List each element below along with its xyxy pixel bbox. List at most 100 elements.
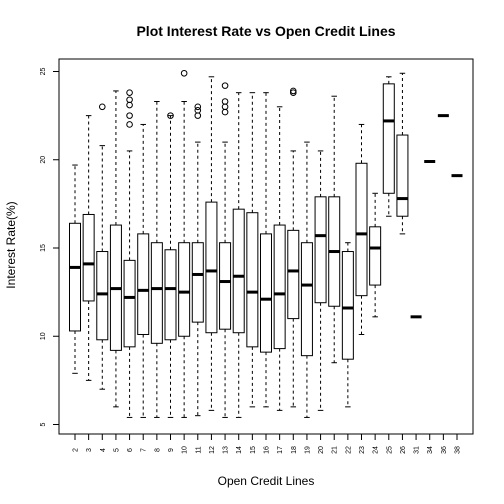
box-iqr [341, 251, 354, 360]
box-22 [341, 242, 354, 408]
x-tick-label: 6 [127, 448, 134, 452]
x-tick-label: 22 [345, 446, 352, 454]
outlier-point [98, 103, 106, 111]
outlier-point [221, 98, 229, 105]
x-tick-label: 36 [441, 446, 448, 454]
box-iqr [191, 242, 204, 323]
x-tick-label: 21 [332, 446, 339, 454]
box-9 [164, 112, 177, 418]
box-iqr [82, 213, 95, 302]
chart-title: Plot Interest Rate vs Open Credit Lines [136, 23, 395, 39]
x-tick-label: 38 [455, 446, 462, 454]
x-tick-label: 26 [400, 446, 407, 454]
x-tick-label: 5 [113, 448, 120, 452]
x-tick-label: 12 [209, 446, 216, 454]
box-26 [396, 72, 409, 235]
x-tick-label: 8 [154, 448, 161, 452]
x-tick-label: 20 [318, 446, 325, 454]
y-tick-label: 15 [40, 244, 47, 252]
x-tick-label: 11 [195, 446, 202, 453]
box-20 [314, 150, 327, 411]
outlier-point [194, 103, 202, 111]
x-tick-label: 19 [304, 446, 311, 454]
box-3 [82, 115, 95, 381]
box-iqr [205, 201, 218, 334]
x-tick-label: 31 [414, 446, 421, 454]
x-axis: 2 3 4 5 6 7 8 9 10 11 12 13 14 15 16 17 18 19 20 21 22 23 24 25… [73, 433, 462, 454]
x-tick-label: 2 [73, 448, 80, 452]
outlier-point [126, 96, 133, 104]
box-iqr [369, 226, 382, 286]
box-12 [205, 76, 218, 411]
outlier-point [221, 82, 229, 89]
box-iqr [300, 242, 313, 357]
outlier-point [126, 121, 133, 128]
y-tick-label: 5 [40, 422, 47, 426]
box-iqr [314, 196, 327, 304]
box-24 [369, 192, 382, 318]
box-iqr [150, 242, 163, 344]
x-tick-label: 17 [277, 446, 284, 454]
y-tick-label: 20 [40, 156, 47, 164]
outlier-point [126, 101, 133, 109]
box-10 [178, 69, 191, 418]
box-iqr [232, 208, 245, 334]
x-tick-label: 34 [427, 446, 434, 454]
outlier-point [194, 107, 202, 114]
x-tick-label: 4 [100, 448, 107, 452]
box-18 [287, 87, 300, 408]
outlier-point [180, 69, 188, 77]
box-7 [137, 123, 150, 418]
x-tick-label: 18 [291, 446, 298, 454]
box-iqr [164, 249, 177, 341]
box-5 [109, 90, 122, 408]
outlier-point [167, 112, 174, 119]
x-tick-label: 7 [141, 448, 148, 452]
x-axis-label: Open Credit Lines [218, 474, 315, 488]
box-17 [273, 106, 286, 411]
box-14 [232, 92, 245, 418]
y-tick-label: 25 [40, 68, 47, 76]
box-11 [191, 103, 204, 417]
box-iqr [396, 134, 409, 217]
x-tick-label: 15 [250, 446, 257, 454]
box-19 [300, 141, 313, 418]
outlier-point [221, 108, 229, 116]
outlier-point [289, 89, 297, 96]
box-16 [260, 92, 272, 408]
box-23 [355, 123, 368, 335]
x-tick-label: 14 [236, 446, 243, 454]
box-iqr [178, 242, 191, 337]
y-axis: 5 10 15 20 25 [40, 68, 60, 426]
y-tick-label: 10 [40, 332, 47, 340]
box-21 [328, 95, 341, 364]
x-tick-label: 13 [223, 446, 230, 454]
outlier-point [221, 103, 229, 111]
x-tick-label: 3 [86, 448, 93, 452]
x-tick-label: 10 [182, 446, 189, 454]
box-iqr [382, 83, 395, 194]
box-iqr [260, 233, 272, 353]
box-25 [382, 76, 395, 217]
x-tick-label: 23 [359, 446, 366, 454]
x-tick-label: 9 [168, 448, 175, 452]
box-15 [246, 92, 259, 408]
box-iqr [96, 251, 109, 341]
outlier-point [289, 87, 297, 95]
box-iqr [137, 233, 150, 335]
box-iqr [123, 259, 136, 348]
box-series [69, 69, 463, 418]
y-axis-label: Interest Rate(%) [4, 201, 18, 288]
box-iqr [246, 212, 259, 348]
box-iqr [273, 224, 286, 350]
outlier-point [126, 89, 133, 96]
box-8 [150, 101, 163, 418]
box-iqr [287, 229, 300, 320]
x-tick-label: 16 [264, 446, 271, 454]
x-tick-label: 25 [386, 446, 393, 454]
box-iqr [219, 242, 232, 330]
box-13 [219, 82, 232, 418]
box-4 [96, 103, 109, 390]
x-tick-label: 24 [373, 446, 380, 454]
